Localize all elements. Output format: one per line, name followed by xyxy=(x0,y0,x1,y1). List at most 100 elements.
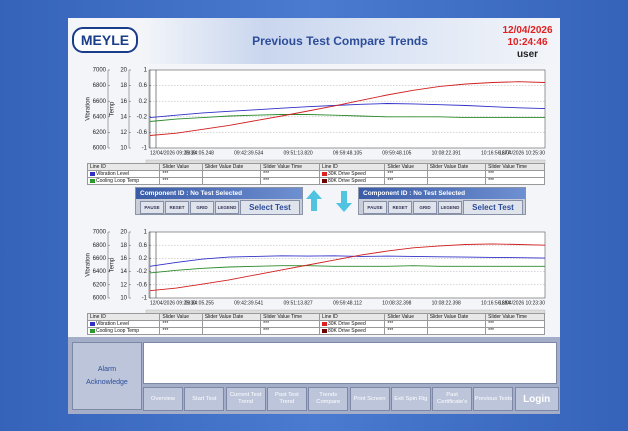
panel-button[interactable]: GRID xyxy=(190,201,214,214)
legend-swatch xyxy=(90,178,95,183)
legend-header-cell: Slider Value Time xyxy=(485,313,545,321)
legend-cell: 80K Drive Speed xyxy=(318,177,386,185)
legend-cell: *** xyxy=(260,170,320,178)
x-tick-label: 10:08:22.398 xyxy=(432,300,461,306)
header xyxy=(68,18,560,64)
y2-tick-label: 10 xyxy=(120,296,127,302)
panel-button[interactable]: RESET xyxy=(165,201,189,214)
legend-text: *** xyxy=(162,171,169,177)
alarm-button[interactable]: Alarm Acknowledge xyxy=(72,342,142,410)
legend-table: Line ID Slider Value Slider Value Date Slid… xyxy=(86,313,545,335)
legend-cell xyxy=(201,320,262,328)
legend-cell: *** xyxy=(485,170,545,178)
legend-cell: 30K Drive Speed xyxy=(318,320,386,328)
legend-cell: Vibration Level xyxy=(86,320,161,328)
nav-button[interactable]: Past Test Trend xyxy=(266,387,307,411)
y3-tick-label: 1 xyxy=(144,68,148,74)
nav-button[interactable]: Overview xyxy=(143,387,183,411)
y-tick-label: 6800 xyxy=(93,83,107,89)
y3-tick-label: -0.2 xyxy=(137,269,148,275)
legend-cell: *** xyxy=(384,327,428,335)
legend-swatch xyxy=(321,171,327,176)
y2-axis-title: Temp xyxy=(110,257,116,272)
y3-tick-label: -1 xyxy=(142,146,148,152)
nav-button[interactable]: Exit Spin Rig xyxy=(390,387,431,411)
y3-tick-label: 0.2 xyxy=(139,256,148,262)
legend-cell: Cooling Loop Temp xyxy=(86,177,161,185)
panel-button[interactable]: GRID xyxy=(413,201,437,214)
legend-cell: Cooling Loop Temp xyxy=(86,327,161,335)
y-axis-title: Vibration xyxy=(86,97,92,121)
y2-tick-label: 18 xyxy=(120,83,127,89)
y3-tick-label: 0.2 xyxy=(139,99,148,105)
legend-text: *** xyxy=(263,178,270,184)
legend-cell xyxy=(426,320,487,328)
legend-text: *** xyxy=(162,321,169,327)
nav-button[interactable]: Current Test Trend xyxy=(225,387,266,411)
y2-tick-label: 12 xyxy=(120,282,127,288)
x-tick-label: 09:59:48.105 xyxy=(333,150,362,156)
legend-cell: *** xyxy=(384,170,428,178)
nav-button[interactable]: Login xyxy=(514,387,559,411)
x-tick-label: 10:16:56.684 xyxy=(481,300,510,306)
legend-cell xyxy=(426,170,487,178)
series-line xyxy=(149,103,546,119)
legend-text: 80K Drive Speed xyxy=(327,178,366,184)
y3-tick-label: 0.6 xyxy=(139,83,148,89)
legend-text: *** xyxy=(488,178,494,184)
y-tick-label: 6400 xyxy=(93,269,107,275)
panel-button[interactable]: PAUSE xyxy=(140,201,164,214)
select-test-button[interactable]: Select Test xyxy=(240,200,300,215)
y-axis-title: Vibration xyxy=(86,253,92,277)
x-tick-label: 09:59:48.105 xyxy=(382,150,411,156)
nav-button[interactable]: Trends Compare xyxy=(308,387,349,411)
nav-button[interactable]: Previous Tests xyxy=(473,387,514,411)
y3-tick-label: -0.2 xyxy=(137,114,148,120)
legend-header-cell: Slider Value Date xyxy=(201,163,262,171)
panel-button[interactable]: RESET xyxy=(388,201,412,214)
panel-button[interactable]: LEGEND xyxy=(215,201,239,214)
x-tick-label: 09:34:05.248 xyxy=(185,150,214,156)
legend-swatch xyxy=(321,178,327,183)
down-arrow xyxy=(336,191,352,212)
legend-cell: *** xyxy=(384,320,428,328)
legend-header-cell: Slider Value xyxy=(384,163,428,171)
y3-tick-label: -1 xyxy=(142,296,148,302)
legend-cell xyxy=(201,170,262,178)
panel-button[interactable]: LEGEND xyxy=(438,201,462,214)
legend-header: Line ID Slider Value Slider Value Date Slid… xyxy=(86,313,545,321)
plot-area xyxy=(149,231,546,299)
nav-button[interactable]: Start Test xyxy=(184,387,225,411)
alarm-label: Alarm Acknowledge xyxy=(86,366,128,386)
control-panel: Component ID : No Test Selected PAUSE RESE… xyxy=(358,187,526,215)
nav-button[interactable]: Past Certificate's xyxy=(432,387,473,411)
select-test-button[interactable]: Select Test xyxy=(463,200,523,215)
y2-tick-label: 18 xyxy=(120,243,127,249)
x-tick-label: 12/04/2026 10:25:30 xyxy=(499,150,545,156)
x-tick-label: 10:16:56.677 xyxy=(481,150,510,156)
panel-title: Component ID : No Test Selected xyxy=(359,188,525,199)
legend-text: *** xyxy=(263,328,270,334)
legend-text: *** xyxy=(263,321,270,327)
y2-tick-label: 14 xyxy=(120,114,127,120)
series-line xyxy=(149,243,546,292)
y2-tick-label: 10 xyxy=(120,146,127,152)
legend-cell: *** xyxy=(485,320,545,328)
y3-tick-label: 0.6 xyxy=(139,243,148,249)
legend-row: Vibration Level *** *** 30K Drive Speed *** *… xyxy=(86,170,545,178)
legend-cell: *** xyxy=(159,177,203,185)
legend-header-cell: Line ID xyxy=(318,163,386,171)
legend-cell: 30K Drive Speed xyxy=(318,170,386,178)
nav-button[interactable]: Print Screen xyxy=(349,387,390,411)
panel-button[interactable]: PAUSE xyxy=(363,201,387,214)
y-tick-label: 6000 xyxy=(93,146,107,152)
legend-header: Line ID Slider Value Slider Value Date Slid… xyxy=(86,163,545,171)
plot-area xyxy=(149,69,546,149)
x-tick-label: 12/04/2026 09:25:30 xyxy=(150,300,196,306)
legend-text: Cooling Loop Temp xyxy=(96,178,139,184)
title: Previous Test Compare Trends xyxy=(252,34,428,48)
legend-cell xyxy=(201,327,262,335)
legend-header-cell: Slider Value xyxy=(159,163,203,171)
control-panel: Component ID : No Test Selected PAUSE RESE… xyxy=(135,187,303,215)
